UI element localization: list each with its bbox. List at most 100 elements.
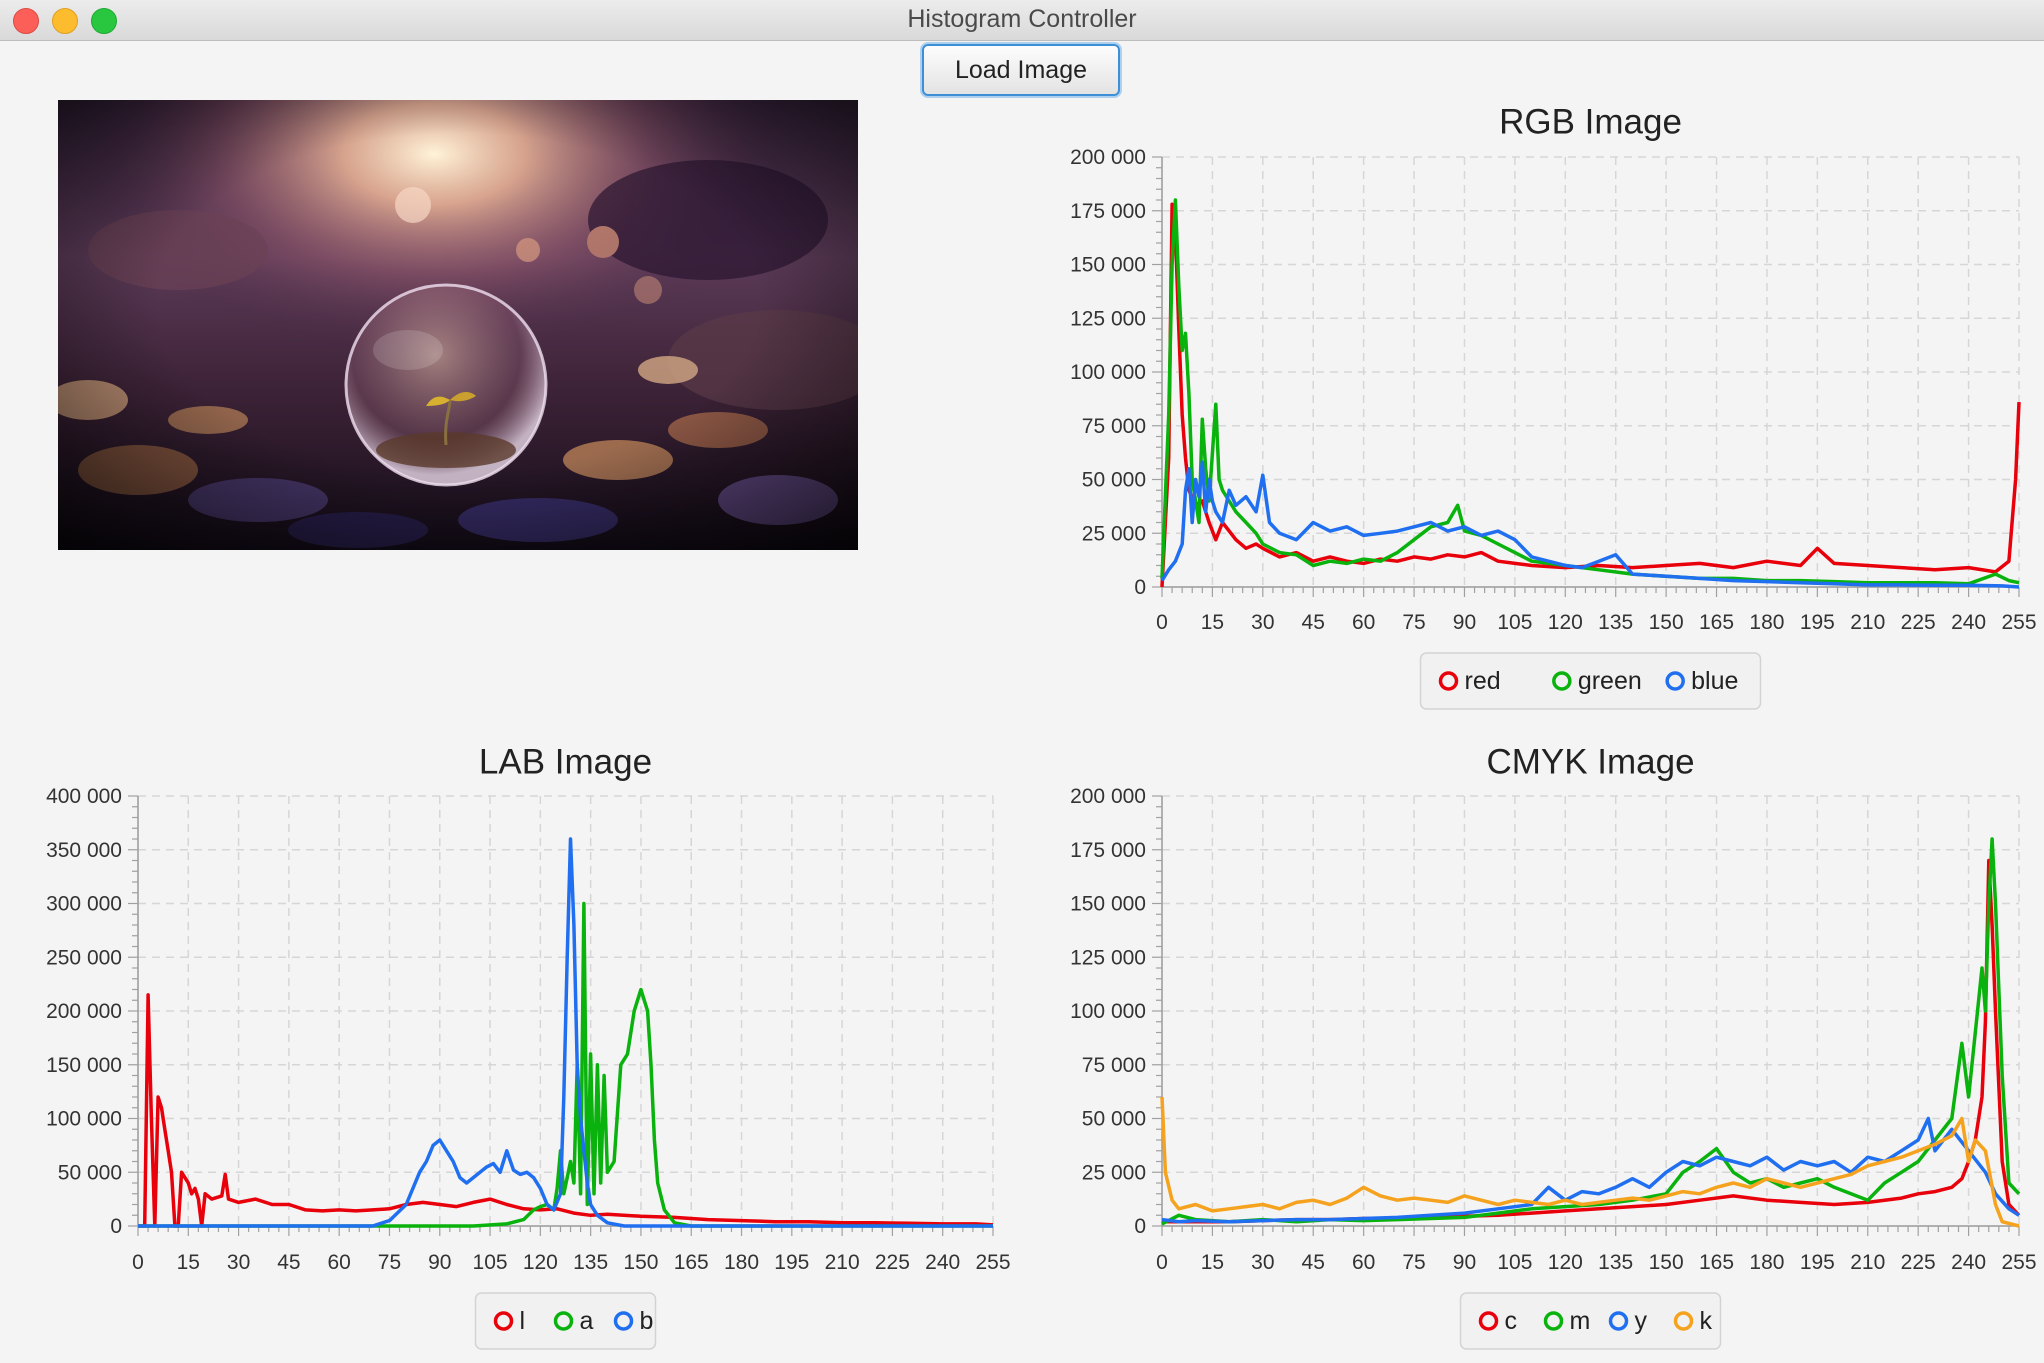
cmyk-x-tick-label: 15 <box>1201 1251 1224 1274</box>
rgb-y-tick-label: 200 000 <box>1070 146 1146 169</box>
lab-histogram-svg: LAB Image 0 15 30 45 60 75 90 105 120 135 150 165 180… <box>46 742 1011 1350</box>
lab-x-tick-label: 60 <box>327 1251 350 1274</box>
rgb-x-tick-label: 90 <box>1453 611 1476 634</box>
lab-x-tick-label: 90 <box>428 1251 451 1274</box>
cmyk-y-tick-label: 200 000 <box>1070 785 1146 808</box>
lab-x-tick-label: 210 <box>825 1251 860 1274</box>
lab-x-tick-label: 30 <box>227 1251 250 1274</box>
lab-legend <box>474 1292 657 1350</box>
rgb-y-tick-label: 175 000 <box>1070 200 1146 223</box>
lab-x-tick-label: 165 <box>674 1251 709 1274</box>
cmyk-legend-k-label: k <box>1700 1307 1713 1335</box>
cmyk-x-tick-label: 105 <box>1497 1251 1532 1274</box>
cmyk-histogram: CMYK Image 0 15 30 45 60 75 90 105 120 135 150 165 18… <box>1000 730 2044 1358</box>
lab-x-tick-label: 195 <box>774 1251 809 1274</box>
rgb-legend-blue-marker <box>1665 671 1685 691</box>
close-window-button[interactable] <box>13 8 39 34</box>
cmyk-x-tick-label: 180 <box>1749 1251 1784 1274</box>
rgb-x-tick-label: 195 <box>1800 611 1835 634</box>
lab-x-tick-label: 225 <box>875 1251 910 1274</box>
cmyk-legend-y-marker <box>1608 1311 1629 1331</box>
lab-y-tick-label: 200 000 <box>46 1000 122 1023</box>
rgb-legend-red-label: red <box>1465 667 1501 695</box>
lab-legend-b-label: b <box>640 1307 654 1335</box>
cmyk-x-tick-label: 150 <box>1649 1251 1684 1274</box>
rgb-x-tick-label: 225 <box>1901 611 1936 634</box>
cmyk-y-tick-label: 50 000 <box>1082 1108 1146 1131</box>
loaded-image <box>58 100 858 550</box>
rgb-x-tick-label: 105 <box>1497 611 1532 634</box>
lab-series-b-line <box>138 837 993 1228</box>
lab-series-l-line <box>138 993 994 1228</box>
rgb-x-tick-label: 0 <box>1156 611 1168 634</box>
zoom-window-button[interactable] <box>91 8 117 34</box>
rgb-x-tick-label: 30 <box>1251 611 1274 634</box>
lab-legend-a-marker <box>553 1311 574 1331</box>
lab-x-tick-label: 180 <box>724 1251 759 1274</box>
lab-x-tick-label: 75 <box>378 1251 401 1274</box>
cmyk-x-tick-label: 225 <box>1901 1251 1936 1274</box>
rgb-x-tick-label: 210 <box>1850 611 1885 634</box>
lab-x-tick-label: 15 <box>177 1251 200 1274</box>
cmyk-legend-c-label: c <box>1505 1307 1518 1335</box>
rgb-y-tick-label: 75 000 <box>1082 415 1146 438</box>
rgb-x-tick-label: 15 <box>1201 611 1224 634</box>
lab-y-tick-label: 300 000 <box>46 893 122 916</box>
lab-x-tick-label: 255 <box>975 1251 1010 1274</box>
title-bar[interactable]: Histogram Controller <box>0 0 2044 41</box>
cmyk-x-tick-label: 90 <box>1453 1251 1476 1274</box>
cmyk-chart-title: CMYK Image <box>1486 742 1694 781</box>
cmyk-y-tick-label: 175 000 <box>1070 839 1146 862</box>
minimize-window-button[interactable] <box>52 8 78 34</box>
cmyk-x-tick-label: 165 <box>1699 1251 1734 1274</box>
rgb-series-blue-line <box>1160 460 2020 589</box>
rgb-histogram: RGB Image 0 15 30 45 60 75 90 105 120 135 150 165 180… <box>1000 90 2044 720</box>
rgb-x-tick-label: 75 <box>1402 611 1425 634</box>
lab-legend-l-label: l <box>520 1307 526 1335</box>
cmyk-legend-k-marker <box>1673 1311 1694 1331</box>
cmyk-series-c-line <box>1162 858 2021 1224</box>
rgb-x-tick-label: 240 <box>1951 611 1986 634</box>
lab-legend-a-label: a <box>580 1307 594 1335</box>
cmyk-legend-c-marker <box>1478 1311 1499 1331</box>
cmyk-legend-m-marker <box>1543 1311 1564 1331</box>
rgb-x-tick-label: 165 <box>1699 611 1734 634</box>
rgb-chart-title: RGB Image <box>1499 102 1682 141</box>
lab-y-tick-label: 400 000 <box>46 785 122 808</box>
cmyk-y-tick-label: 25 000 <box>1082 1161 1146 1184</box>
cmyk-series-k-line <box>1160 1096 2020 1228</box>
cmyk-x-tick-label: 120 <box>1548 1251 1583 1274</box>
rgb-x-tick-label: 60 <box>1352 611 1375 634</box>
rgb-y-tick-label: 50 000 <box>1082 469 1146 492</box>
cmyk-y-tick-label: 125 000 <box>1070 946 1146 969</box>
rgb-legend-red-marker <box>1438 671 1459 691</box>
load-image-button[interactable]: Load Image <box>922 44 1120 96</box>
lab-y-tick-label: 250 000 <box>46 946 122 969</box>
lab-chart-title: LAB Image <box>479 742 652 781</box>
cmyk-legend-m-label: m <box>1570 1307 1591 1335</box>
rgb-x-tick-label: 120 <box>1548 611 1583 634</box>
cmyk-x-tick-label: 45 <box>1302 1251 1325 1274</box>
lab-histogram: LAB Image 0 15 30 45 60 75 90 105 120 135 150 165 180… <box>0 730 1022 1358</box>
window-title: Histogram Controller <box>907 5 1137 33</box>
cmyk-series-y-line <box>1161 1116 2020 1224</box>
cmyk-x-tick-label: 240 <box>1951 1251 1986 1274</box>
lab-y-tick-label: 50 000 <box>58 1161 122 1184</box>
rgb-y-tick-label: 0 <box>1134 576 1146 599</box>
cmyk-x-tick-label: 30 <box>1251 1251 1274 1274</box>
lab-y-tick-label: 150 000 <box>46 1054 122 1077</box>
cmyk-y-tick-label: 100 000 <box>1070 1000 1146 1023</box>
rgb-x-tick-label: 255 <box>2001 611 2036 634</box>
rgb-series-red-line <box>1160 202 2021 588</box>
lab-x-tick-label: 150 <box>623 1251 658 1274</box>
rgb-histogram-svg: RGB Image 0 15 30 45 60 75 90 105 120 135 150 165 180… <box>1070 102 2037 710</box>
rgb-y-tick-label: 150 000 <box>1070 254 1146 277</box>
cmyk-x-tick-label: 210 <box>1850 1251 1885 1274</box>
rgb-x-tick-label: 180 <box>1749 611 1784 634</box>
lab-x-tick-label: 45 <box>277 1251 300 1274</box>
lab-x-tick-label: 105 <box>473 1251 508 1274</box>
rgb-legend-green-marker <box>1552 671 1572 691</box>
rgb-y-tick-label: 125 000 <box>1070 307 1146 330</box>
cmyk-x-tick-label: 75 <box>1402 1251 1425 1274</box>
